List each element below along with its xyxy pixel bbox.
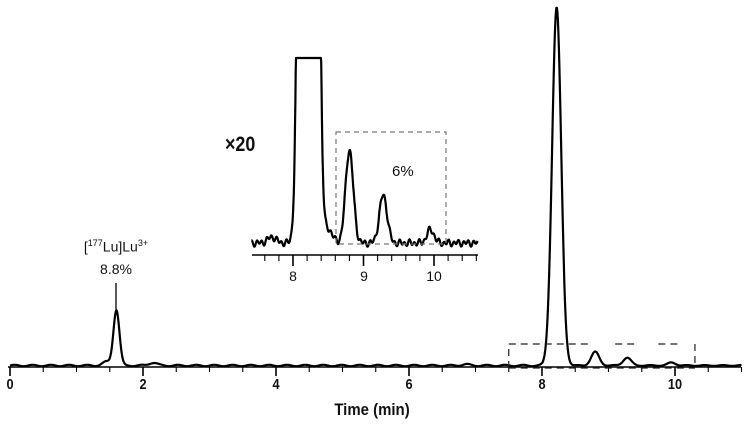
x-tick-label-4: 4 <box>272 376 280 393</box>
charge-superscript: 3+ <box>137 238 149 248</box>
element-text-2: Lu <box>122 238 138 255</box>
lu-peak-percent: 8.8% <box>100 261 132 277</box>
inset-x-axis <box>252 254 478 266</box>
inset-multiplier-label: ×20 <box>225 133 256 156</box>
x-tick-label-0: 0 <box>6 376 14 393</box>
inset-tick-label-9: 9 <box>360 268 368 284</box>
inset-percent-label: 6% <box>392 163 414 180</box>
inset-tick-label-8: 8 <box>289 268 297 284</box>
x-tick-label-6: 6 <box>405 376 413 393</box>
x-tick-label-8: 8 <box>538 376 546 393</box>
inset-tick-label-10: 10 <box>426 268 442 284</box>
inset-integration-box <box>335 131 447 245</box>
x-tick-label-2: 2 <box>139 376 147 393</box>
element-text: Lu <box>102 238 119 255</box>
inset-chromatogram-trace <box>250 56 479 248</box>
isotope-superscript: 177 <box>87 238 103 248</box>
zoom-region-box <box>508 343 696 369</box>
chromatogram-trace <box>9 6 743 368</box>
x-tick-label-10: 10 <box>667 376 683 393</box>
lu-peak-label: [177Lu]Lu3+ <box>83 238 149 255</box>
x-axis-title: Time (min) <box>334 400 410 419</box>
